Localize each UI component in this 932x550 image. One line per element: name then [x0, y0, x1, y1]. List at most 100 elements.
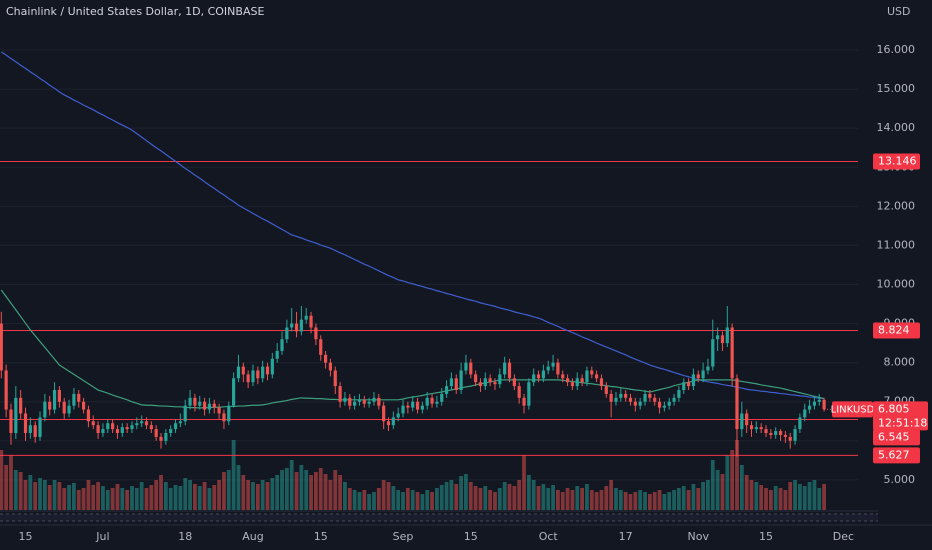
volume-bar	[415, 492, 420, 510]
x-tick-label: 15	[759, 530, 773, 543]
price-tag	[873, 401, 928, 431]
x-tick-label: 18	[178, 530, 192, 543]
volume-bar	[323, 474, 328, 510]
candle-body	[624, 393, 628, 398]
candle-body	[711, 339, 715, 367]
candle-body	[730, 327, 734, 379]
volume-bar	[343, 482, 347, 510]
candle-body	[696, 374, 700, 379]
candle-body	[565, 378, 570, 383]
volume-bar	[706, 480, 710, 510]
volume-bar	[381, 480, 386, 510]
candle-body	[52, 390, 57, 410]
moving-average	[0, 51, 825, 400]
volume-bar	[667, 492, 672, 510]
volume-bar	[241, 475, 246, 510]
candle-body	[604, 386, 608, 394]
candle-body	[701, 370, 705, 379]
volume-bar	[449, 480, 454, 510]
volume-bar	[193, 484, 197, 510]
volume-bar	[255, 484, 260, 510]
volume-bar	[299, 465, 304, 510]
volume-bar	[754, 482, 759, 510]
indicator-fill	[0, 514, 878, 521]
volume-bar	[749, 480, 754, 510]
grid	[0, 49, 858, 481]
volume-bar	[488, 490, 493, 510]
volume-bar	[633, 492, 638, 510]
volume-bar	[275, 475, 280, 510]
candle-body	[648, 393, 652, 398]
candle-body	[507, 362, 512, 379]
volume-bar	[725, 455, 730, 510]
volume-bar	[386, 482, 391, 510]
candle-body	[367, 401, 371, 404]
volume-bar	[647, 494, 652, 510]
volume-bar	[202, 482, 207, 510]
level-tag-label: 8.824	[878, 323, 910, 336]
volume-bar	[730, 450, 735, 510]
volume-bar	[783, 490, 788, 510]
candle-body	[406, 405, 410, 408]
volume-bar	[280, 470, 284, 510]
volume-bar	[468, 482, 473, 510]
x-tick-label: 17	[619, 530, 633, 543]
candle-body	[343, 397, 347, 402]
volume-bar	[405, 488, 410, 510]
volume-bar	[62, 488, 67, 510]
volume-bar	[444, 482, 449, 510]
candle-body	[817, 399, 821, 402]
volume-bar	[47, 485, 52, 510]
candle-body	[667, 401, 671, 406]
volume-bar	[42, 480, 47, 510]
indicator-pane	[0, 510, 932, 526]
volume-bar	[207, 488, 212, 510]
x-tick-label: 15	[464, 530, 478, 543]
candle-body	[183, 405, 187, 422]
candle-body	[590, 370, 594, 375]
volume-bar	[735, 440, 739, 510]
volume-bar	[497, 488, 502, 510]
volume-bar	[212, 485, 217, 510]
candle-body	[328, 362, 333, 371]
volume-bar	[318, 468, 323, 510]
volume-bar	[396, 490, 401, 510]
volume-bar	[594, 492, 599, 510]
y-tick-label: 16.000	[877, 43, 916, 56]
volume-bar	[614, 488, 618, 510]
volume-bar	[314, 472, 318, 510]
volume-bar	[701, 482, 705, 510]
candle-body	[686, 382, 691, 387]
candle-body	[120, 427, 124, 434]
volume-bar	[546, 488, 551, 510]
volume-bar	[4, 465, 9, 510]
volume-bar	[105, 490, 110, 510]
volume-bar	[778, 488, 783, 510]
volume-bar	[367, 494, 372, 510]
candle-body	[532, 374, 536, 383]
candle-body	[125, 427, 129, 430]
y-tick-label: 12.000	[877, 199, 916, 212]
volume-bar	[76, 490, 81, 510]
volume-bar	[57, 482, 62, 510]
candle-body	[67, 405, 71, 414]
volume-bar	[691, 484, 696, 510]
candle-body	[217, 407, 221, 414]
levels-layer	[0, 161, 858, 456]
y-tick-label: 10.000	[877, 278, 916, 291]
candle-body	[294, 323, 299, 332]
volume-bar	[817, 488, 822, 510]
volume-bar	[604, 486, 609, 510]
candle-body	[788, 436, 792, 441]
volume-bar	[154, 480, 159, 510]
candle-body	[299, 319, 303, 332]
currency-label: USD	[887, 5, 911, 18]
candle-body	[570, 382, 575, 387]
volume-bar	[347, 488, 352, 510]
volume-bar	[473, 486, 478, 510]
candle-body	[4, 370, 8, 410]
candle-body	[377, 397, 381, 406]
volume-bar	[522, 455, 526, 510]
